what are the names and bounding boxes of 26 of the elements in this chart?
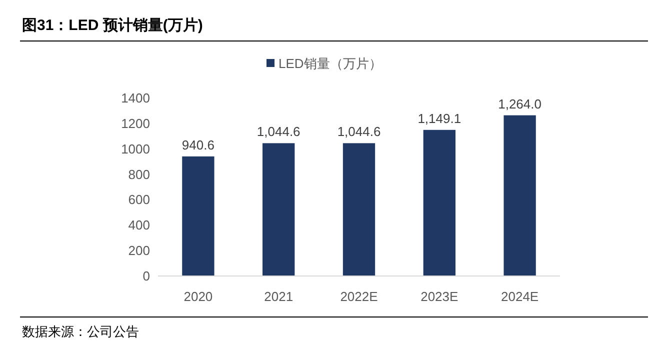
y-tick-label: 0	[142, 268, 150, 284]
y-tick-label: 200	[128, 243, 150, 258]
bar	[182, 156, 214, 276]
y-tick-label: 800	[128, 166, 150, 182]
data-label: 1,044.6	[337, 124, 381, 140]
data-label: 1,149.1	[418, 110, 462, 126]
x-tick-label: 2021	[264, 289, 294, 304]
source-note: 数据来源：公司公告	[22, 324, 139, 339]
bar	[342, 143, 376, 276]
y-tick-label: 400	[128, 218, 150, 233]
data-label: 1,044.6	[256, 124, 300, 140]
x-tick-label: 2024E	[501, 289, 539, 304]
data-label: 1,264.0	[498, 96, 542, 112]
y-tick-label: 1000	[121, 141, 150, 156]
x-tick-label: 2023E	[420, 289, 459, 304]
chart-title: 图31：LED 预计销量(万片)	[22, 17, 203, 34]
legend-label: LED销量（万片）	[278, 56, 382, 71]
bar	[423, 130, 456, 276]
y-tick-label: 1400	[121, 90, 150, 106]
data-label: 940.6	[182, 137, 214, 152]
bar	[262, 143, 295, 276]
bar	[504, 115, 536, 276]
x-tick-label: 2022E	[340, 289, 378, 304]
y-tick-label: 600	[128, 192, 150, 208]
y-tick-label: 1200	[121, 116, 150, 131]
x-tick-label: 2020	[184, 289, 213, 304]
